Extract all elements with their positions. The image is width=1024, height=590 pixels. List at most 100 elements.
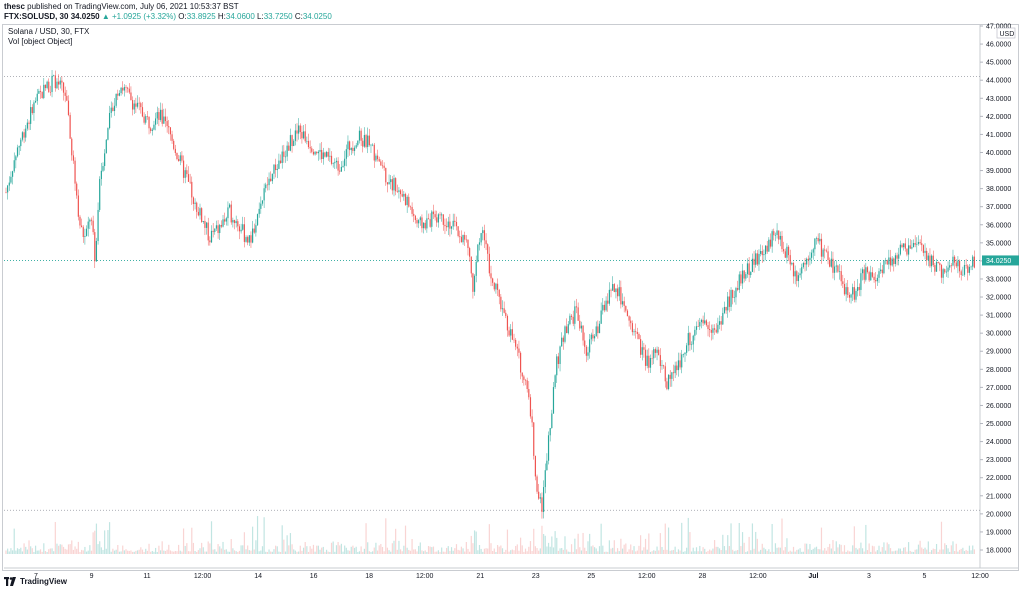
volume-bar	[656, 546, 658, 554]
low-label: L:	[257, 12, 264, 21]
candle-body	[732, 290, 734, 298]
candle-body	[569, 315, 571, 325]
candle-body	[589, 339, 591, 353]
candle-body	[16, 147, 19, 157]
volume-bar	[709, 549, 711, 554]
candle-body	[373, 144, 375, 161]
volume-bar	[71, 540, 73, 554]
volume-bar	[771, 523, 773, 554]
candle-body	[927, 255, 929, 261]
footer-brand[interactable]: TradingView	[20, 576, 67, 586]
candle-body	[150, 128, 152, 131]
volume-bar	[587, 541, 589, 554]
candle-body	[799, 273, 801, 276]
volume-bar	[838, 544, 841, 554]
volume-bar	[893, 551, 895, 554]
y-tick-label: 33.0000	[986, 276, 1011, 283]
candle-body	[819, 238, 821, 242]
candle-body	[355, 145, 357, 148]
candle-body	[117, 93, 119, 96]
volume-bar	[413, 549, 415, 554]
volume-bar	[786, 538, 788, 554]
candle-body	[643, 347, 645, 350]
volume-bar	[242, 545, 244, 554]
volume-bar	[136, 550, 139, 554]
candle-body	[516, 346, 518, 349]
volume-bar	[107, 530, 109, 554]
volume-bar	[118, 551, 121, 554]
volume-bar	[339, 545, 341, 554]
candle-body	[222, 219, 224, 227]
tradingview-logo-icon[interactable]	[4, 576, 16, 586]
y-tick-label: 46.0000	[986, 42, 1011, 49]
candle-body	[314, 151, 316, 155]
candle-body	[834, 266, 836, 273]
volume-bar	[72, 549, 75, 554]
volume-bar	[85, 551, 88, 554]
volume-bar	[488, 524, 490, 554]
volume-bar	[835, 541, 837, 554]
candle-body	[112, 107, 114, 111]
volume-bar	[549, 546, 551, 554]
publisher-name[interactable]: thesc	[4, 2, 25, 11]
unit-box[interactable]	[996, 27, 1016, 39]
volume-bar	[26, 549, 28, 554]
series-title: Solana / USD, 30, FTX	[8, 27, 90, 36]
candle-body	[164, 116, 167, 122]
candle-body	[396, 191, 398, 192]
candle-body	[178, 159, 180, 162]
volume-bar	[653, 550, 655, 554]
volume-bar	[94, 530, 96, 554]
x-tick-label: 16	[310, 573, 318, 580]
y-tick-label: 39.0000	[986, 168, 1011, 175]
volume-bar	[496, 544, 499, 554]
candle-body	[238, 226, 241, 232]
volume-bar	[155, 547, 157, 554]
candle-body	[944, 269, 946, 273]
volume-bar	[408, 549, 410, 554]
candle-body	[896, 255, 898, 259]
volume-bar	[386, 547, 389, 554]
publish-info: thesc published on TradingView.com, July…	[4, 2, 239, 12]
candle-body	[891, 258, 893, 266]
volume-bar	[870, 551, 872, 554]
volume-bar	[904, 547, 906, 554]
candle-body	[13, 160, 15, 172]
candle-body	[447, 221, 449, 228]
candle-body	[633, 331, 635, 333]
candle-body	[439, 214, 441, 216]
volume-bar	[914, 549, 916, 554]
volume-bar	[889, 548, 892, 554]
candle-body	[207, 222, 209, 241]
volume-bar	[74, 546, 76, 554]
candle-body	[49, 91, 51, 93]
volume-bar	[799, 548, 801, 554]
candle-body	[801, 267, 803, 274]
volume-bar	[600, 523, 602, 554]
candle-body	[753, 258, 755, 265]
volume-bar	[707, 550, 709, 554]
volume-bar	[335, 545, 338, 554]
volume-bar	[191, 527, 193, 554]
volume-bar	[769, 551, 772, 554]
volume-bar	[217, 544, 219, 554]
candle-body	[860, 273, 862, 290]
candle-body	[737, 288, 739, 290]
chart-frame[interactable]	[2, 24, 1019, 571]
candle-body	[141, 107, 144, 117]
candle-body	[7, 185, 9, 193]
y-tick-label: 40.0000	[986, 150, 1011, 157]
volume-bar	[764, 549, 767, 554]
volume-bar	[358, 551, 361, 554]
y-tick-label: 37.0000	[986, 204, 1011, 211]
candle-body	[304, 131, 306, 142]
candle-body	[110, 107, 112, 113]
candle-body	[279, 160, 282, 164]
volume-bar	[317, 545, 319, 554]
volume-bar	[506, 529, 509, 554]
candle-body	[768, 239, 770, 252]
candle-body	[457, 226, 459, 237]
volume-bar	[316, 545, 318, 554]
volume-bar	[161, 541, 163, 554]
